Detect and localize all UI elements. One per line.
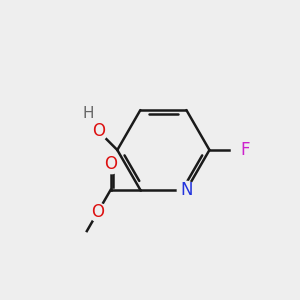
Text: O: O — [92, 203, 104, 221]
Text: F: F — [241, 141, 250, 159]
Text: O: O — [104, 155, 117, 173]
Text: N: N — [180, 181, 193, 199]
Text: H: H — [82, 106, 94, 121]
Text: O: O — [92, 122, 105, 140]
